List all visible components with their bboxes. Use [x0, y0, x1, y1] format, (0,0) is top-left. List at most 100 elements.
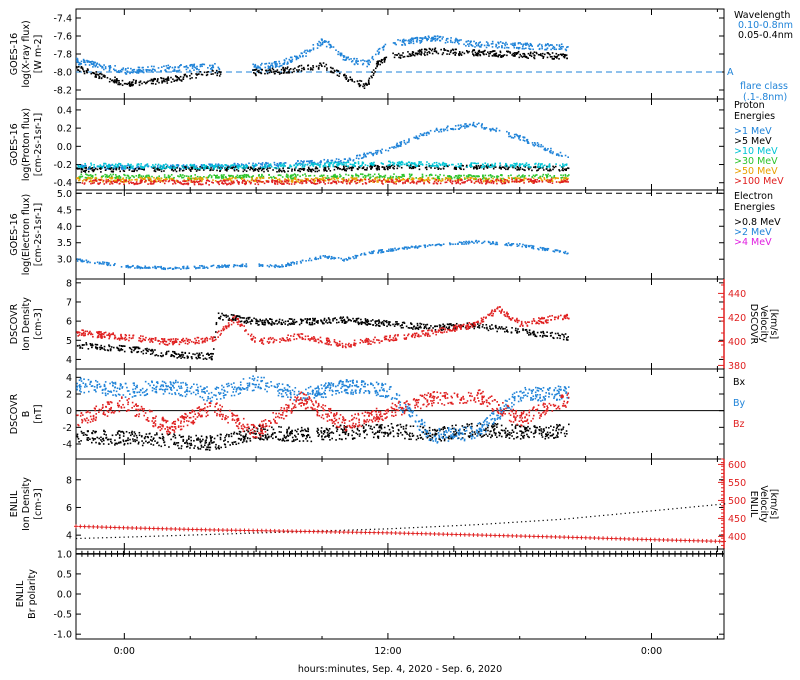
data-point [191, 168, 194, 170]
data-point [413, 37, 416, 40]
data-point [446, 175, 449, 177]
data-point [103, 183, 106, 185]
data-point [495, 52, 498, 55]
data-point [176, 78, 179, 81]
data-point [405, 163, 408, 166]
data-point [341, 178, 343, 180]
data-point [222, 177, 225, 179]
data-point [567, 167, 569, 169]
data-point [112, 80, 115, 83]
data-point [511, 136, 513, 139]
data-point [138, 174, 140, 177]
data-point [268, 66, 270, 68]
data-point [199, 179, 202, 182]
data-point [360, 253, 363, 255]
data-point [307, 178, 309, 180]
data-point [551, 179, 553, 181]
data-point [339, 52, 342, 55]
data-point [128, 179, 130, 181]
data-point [175, 170, 178, 173]
data-point [229, 166, 232, 168]
data-point [308, 49, 311, 52]
data-point [145, 81, 148, 84]
data-point [514, 176, 517, 179]
data-point [461, 179, 463, 181]
data-point [362, 166, 365, 168]
data-point [426, 179, 428, 182]
data-point [271, 62, 273, 65]
data-point [533, 142, 536, 144]
data-point [346, 258, 349, 261]
data-point [269, 69, 272, 72]
data-point [122, 177, 125, 179]
data-point [99, 64, 101, 67]
data-point [407, 55, 410, 58]
data-point [522, 55, 525, 58]
data-point [275, 265, 278, 267]
data-point [287, 170, 289, 173]
data-point [174, 182, 177, 185]
data-point [233, 181, 235, 184]
data-point [295, 262, 298, 265]
data-point [460, 175, 463, 177]
data-point [284, 68, 286, 71]
data-point [530, 244, 532, 247]
data-point [486, 167, 489, 169]
data-point [312, 48, 315, 51]
data-point [326, 170, 328, 172]
data-point [107, 166, 110, 169]
data-point [548, 169, 551, 172]
data-point [493, 129, 495, 131]
data-point [94, 262, 96, 265]
data-point [275, 60, 277, 63]
data-point [206, 71, 208, 74]
data-point [309, 68, 312, 71]
data-point [542, 169, 545, 171]
data-point [364, 83, 367, 85]
data-point [436, 166, 439, 169]
data-point [154, 70, 156, 72]
data-point [115, 69, 117, 72]
data-point [329, 71, 332, 73]
data-point [184, 66, 186, 68]
data-point [218, 167, 221, 170]
data-point [403, 141, 406, 144]
data-point [340, 181, 343, 183]
data-point [90, 72, 93, 75]
data-point [347, 79, 350, 81]
data-point [492, 55, 494, 57]
data-point [328, 178, 331, 181]
data-point [397, 248, 400, 250]
data-point [193, 164, 196, 167]
data-point [252, 175, 254, 177]
data-point [428, 179, 431, 181]
data-point [513, 43, 516, 45]
data-point [93, 64, 95, 66]
data-point [199, 71, 201, 73]
data-point [541, 52, 544, 55]
data-point [500, 168, 502, 170]
data-point [89, 166, 91, 169]
data-point [85, 179, 87, 181]
data-point [389, 250, 392, 252]
data-point [121, 165, 124, 167]
data-point [415, 163, 417, 166]
data-point [196, 175, 199, 178]
data-point [172, 70, 174, 72]
data-point [486, 164, 489, 167]
data-point [484, 49, 486, 52]
data-point [232, 265, 235, 268]
data-point [152, 167, 155, 169]
data-point [133, 169, 136, 172]
data-point [563, 168, 566, 171]
data-point [523, 178, 525, 181]
data-point [350, 181, 352, 183]
data-point [207, 179, 210, 182]
data-point [221, 174, 223, 176]
data-point [445, 163, 448, 165]
data-point [312, 163, 314, 166]
data-point [209, 168, 212, 171]
data-point [444, 181, 447, 184]
data-point [487, 44, 490, 46]
data-point [152, 82, 154, 85]
